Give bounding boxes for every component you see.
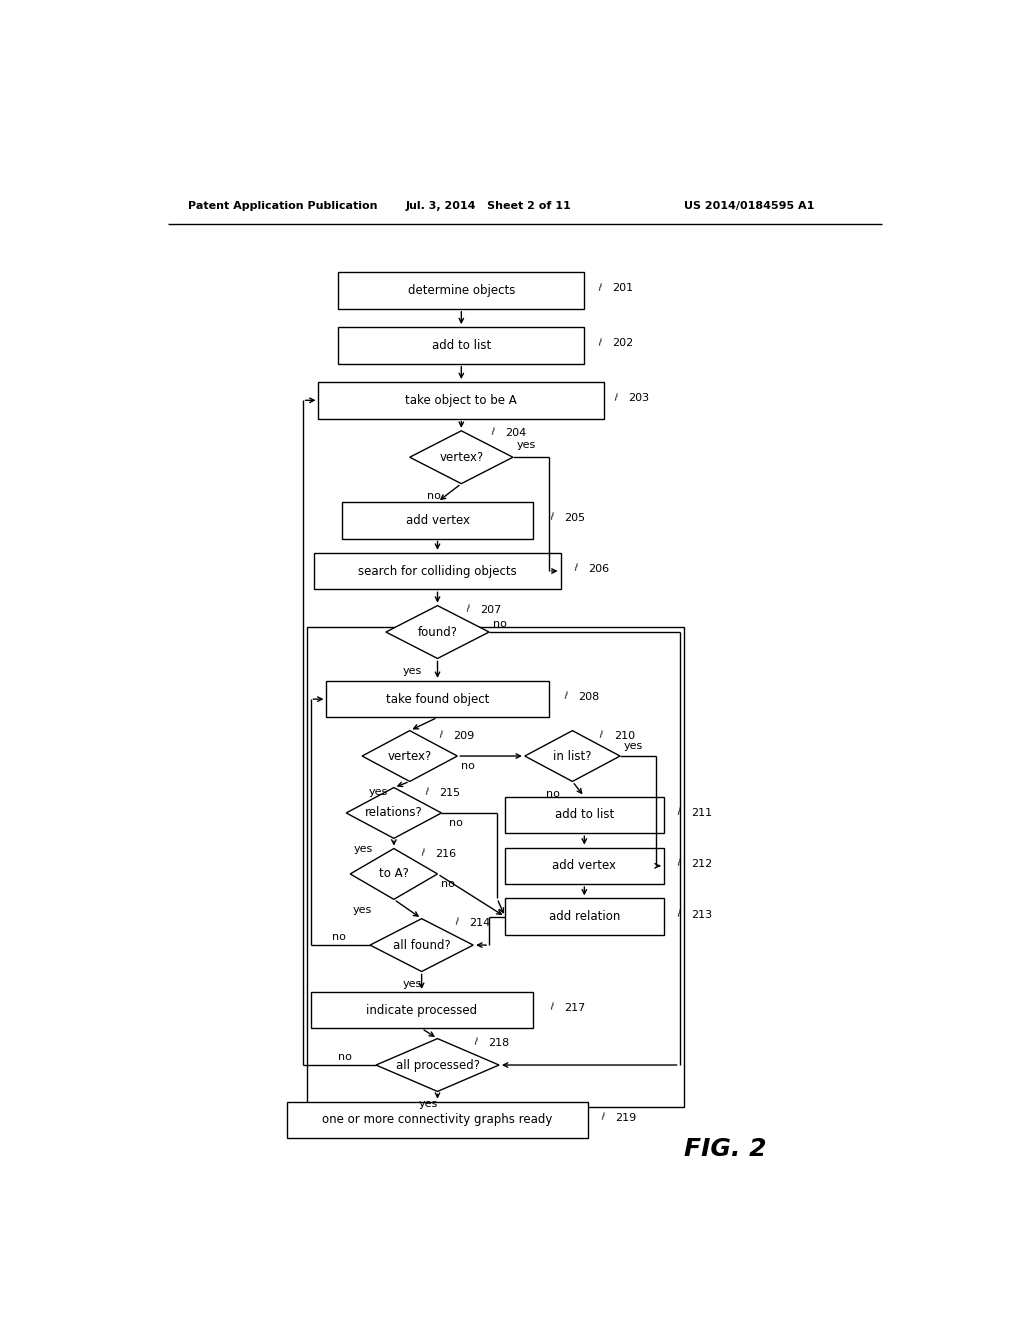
Text: no: no — [494, 619, 507, 628]
Text: ⌇: ⌇ — [598, 1113, 605, 1123]
Text: determine objects: determine objects — [408, 284, 515, 297]
Text: found?: found? — [418, 626, 458, 639]
Text: to A?: to A? — [379, 867, 409, 880]
Text: 215: 215 — [439, 788, 460, 797]
Bar — [338, 272, 585, 309]
Text: add to list: add to list — [555, 808, 614, 821]
Text: yes: yes — [354, 843, 374, 854]
Text: ⌇: ⌇ — [547, 1003, 555, 1014]
Text: 205: 205 — [564, 513, 586, 523]
Text: add to list: add to list — [432, 339, 490, 352]
Text: take found object: take found object — [386, 693, 489, 706]
Text: add vertex: add vertex — [406, 513, 469, 527]
Bar — [306, 627, 684, 1106]
Text: yes: yes — [402, 665, 422, 676]
Text: ⌇: ⌇ — [452, 917, 460, 928]
Text: relations?: relations? — [365, 807, 423, 820]
Text: 209: 209 — [454, 731, 475, 741]
Bar — [314, 553, 560, 589]
Text: yes: yes — [517, 440, 537, 450]
Bar — [310, 991, 532, 1028]
Text: one or more connectivity graphs ready: one or more connectivity graphs ready — [323, 1113, 553, 1126]
Bar — [318, 381, 604, 418]
Text: ⌇: ⌇ — [595, 282, 602, 294]
Text: ⌇: ⌇ — [570, 564, 579, 574]
Polygon shape — [346, 788, 441, 838]
Text: ⌇: ⌇ — [674, 909, 682, 920]
Text: 214: 214 — [469, 917, 490, 928]
Bar — [338, 327, 585, 364]
Text: 212: 212 — [691, 859, 713, 869]
Text: ⌇: ⌇ — [436, 730, 443, 742]
Text: 211: 211 — [691, 808, 713, 818]
Text: 216: 216 — [435, 849, 457, 858]
Text: 201: 201 — [612, 284, 633, 293]
Text: no: no — [461, 762, 475, 771]
Text: vertex?: vertex? — [388, 750, 432, 763]
Bar — [287, 1102, 588, 1138]
Bar — [342, 502, 532, 539]
Text: ⌇: ⌇ — [560, 692, 568, 702]
Text: 219: 219 — [615, 1113, 637, 1123]
Polygon shape — [350, 849, 437, 899]
Bar — [505, 847, 664, 884]
Text: yes: yes — [352, 904, 372, 915]
Text: all processed?: all processed? — [395, 1059, 479, 1072]
Text: ⌇: ⌇ — [610, 393, 618, 404]
Text: indicate processed: indicate processed — [366, 1003, 477, 1016]
Text: 206: 206 — [588, 564, 609, 574]
Text: ⌇: ⌇ — [674, 858, 682, 870]
Text: Patent Application Publication: Patent Application Publication — [187, 201, 377, 211]
Text: yes: yes — [624, 741, 643, 751]
Text: all found?: all found? — [393, 939, 451, 952]
Text: US 2014/0184595 A1: US 2014/0184595 A1 — [684, 201, 814, 211]
Text: no: no — [427, 491, 440, 500]
Text: no: no — [338, 1052, 352, 1061]
Text: no: no — [333, 932, 346, 942]
Text: ⌇: ⌇ — [596, 730, 604, 742]
Text: FIG. 2: FIG. 2 — [684, 1138, 766, 1162]
Polygon shape — [376, 1039, 499, 1092]
Text: 202: 202 — [612, 338, 634, 348]
Text: ⌇: ⌇ — [487, 428, 496, 438]
Polygon shape — [362, 731, 458, 781]
Text: yes: yes — [419, 1098, 437, 1109]
Text: ⌇: ⌇ — [595, 338, 602, 348]
Text: no: no — [546, 788, 559, 799]
Text: ⌇: ⌇ — [674, 808, 682, 818]
Text: 208: 208 — [578, 692, 599, 702]
Text: no: no — [441, 879, 456, 890]
Text: Jul. 3, 2014   Sheet 2 of 11: Jul. 3, 2014 Sheet 2 of 11 — [406, 201, 571, 211]
Text: 203: 203 — [628, 393, 649, 404]
Text: ⌇: ⌇ — [422, 787, 429, 799]
Text: ⌇: ⌇ — [471, 1038, 478, 1048]
Text: no: no — [450, 818, 463, 828]
Text: 204: 204 — [505, 428, 526, 438]
Bar — [327, 681, 549, 718]
Polygon shape — [410, 430, 513, 483]
Text: search for colliding objects: search for colliding objects — [358, 565, 517, 578]
Text: in list?: in list? — [553, 750, 592, 763]
Text: 207: 207 — [480, 605, 502, 615]
Text: ⌇: ⌇ — [463, 605, 471, 615]
Text: vertex?: vertex? — [439, 450, 483, 463]
Text: add vertex: add vertex — [552, 859, 616, 873]
Text: 217: 217 — [564, 1003, 586, 1014]
Polygon shape — [524, 731, 621, 781]
Polygon shape — [386, 606, 489, 659]
Text: ⌇: ⌇ — [547, 512, 555, 524]
Bar — [505, 797, 664, 833]
Polygon shape — [370, 919, 473, 972]
Text: 213: 213 — [691, 909, 713, 920]
Text: yes: yes — [402, 978, 422, 989]
Text: 218: 218 — [488, 1038, 510, 1048]
Text: add relation: add relation — [549, 909, 620, 923]
Bar — [505, 899, 664, 935]
Text: ⌇: ⌇ — [418, 849, 426, 859]
Text: take object to be A: take object to be A — [406, 393, 517, 407]
Text: 210: 210 — [613, 731, 635, 741]
Text: yes: yes — [369, 787, 388, 796]
